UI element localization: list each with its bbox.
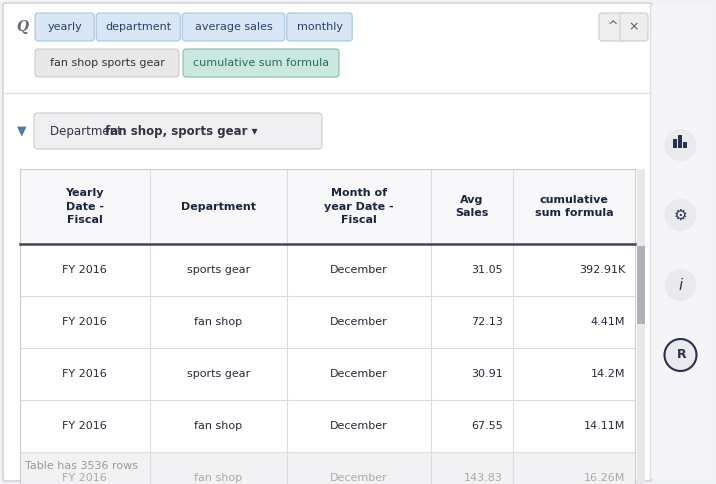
- FancyBboxPatch shape: [34, 113, 322, 149]
- Text: December: December: [330, 473, 388, 483]
- Text: ⚙: ⚙: [674, 208, 687, 223]
- Text: ×: ×: [629, 20, 639, 33]
- Text: Table has 3536 rows: Table has 3536 rows: [25, 461, 138, 471]
- Text: 392.91K: 392.91K: [579, 265, 625, 275]
- Text: Department: Department: [50, 124, 125, 137]
- Circle shape: [664, 129, 697, 161]
- Text: FY 2016: FY 2016: [62, 473, 107, 483]
- Text: December: December: [330, 265, 388, 275]
- Text: fan shop sports gear: fan shop sports gear: [49, 58, 165, 68]
- Text: FY 2016: FY 2016: [62, 265, 107, 275]
- Text: average sales: average sales: [195, 22, 272, 32]
- Text: sports gear: sports gear: [187, 265, 250, 275]
- Text: fan shop: fan shop: [194, 473, 242, 483]
- Bar: [637, 169, 645, 484]
- FancyBboxPatch shape: [287, 13, 352, 41]
- Bar: [672, 139, 677, 148]
- Text: 16.26M: 16.26M: [584, 473, 625, 483]
- Text: 14.2M: 14.2M: [591, 369, 625, 379]
- Text: cumulative sum formula: cumulative sum formula: [193, 58, 329, 68]
- FancyBboxPatch shape: [35, 13, 95, 41]
- Text: ▼: ▼: [17, 124, 26, 137]
- Text: Yearly
Date -
Fiscal: Yearly Date - Fiscal: [66, 188, 104, 225]
- Text: Department: Department: [180, 201, 256, 212]
- Text: i: i: [678, 277, 682, 292]
- Text: FY 2016: FY 2016: [62, 421, 107, 431]
- FancyBboxPatch shape: [3, 3, 652, 481]
- FancyBboxPatch shape: [183, 49, 339, 77]
- FancyBboxPatch shape: [96, 13, 180, 41]
- Circle shape: [664, 269, 697, 301]
- Text: ^: ^: [608, 20, 618, 33]
- Text: cumulative
sum formula: cumulative sum formula: [535, 195, 613, 218]
- Text: fan shop, sports gear ▾: fan shop, sports gear ▾: [105, 124, 258, 137]
- Circle shape: [664, 199, 697, 231]
- Text: FY 2016: FY 2016: [62, 369, 107, 379]
- Text: 31.05: 31.05: [471, 265, 503, 275]
- Text: 30.91: 30.91: [471, 369, 503, 379]
- FancyBboxPatch shape: [182, 13, 285, 41]
- Text: Q: Q: [16, 20, 28, 34]
- FancyBboxPatch shape: [35, 49, 179, 77]
- Bar: [20, 169, 635, 484]
- Bar: [677, 135, 682, 148]
- Text: yearly: yearly: [47, 22, 82, 32]
- Circle shape: [664, 339, 697, 371]
- Text: December: December: [330, 421, 388, 431]
- Bar: [650, 5, 711, 479]
- Text: 4.41M: 4.41M: [591, 317, 625, 327]
- Text: 72.13: 72.13: [471, 317, 503, 327]
- Text: Month of
year Date -
Fiscal: Month of year Date - Fiscal: [324, 188, 394, 225]
- Bar: [637, 246, 645, 324]
- Text: 67.55: 67.55: [471, 421, 503, 431]
- Text: department: department: [105, 22, 171, 32]
- Text: Avg
Sales: Avg Sales: [455, 195, 489, 218]
- Text: monthly: monthly: [296, 22, 342, 32]
- Bar: [20, 169, 635, 244]
- FancyBboxPatch shape: [620, 13, 648, 41]
- Bar: [20, 452, 635, 484]
- Text: fan shop: fan shop: [194, 317, 242, 327]
- Text: FY 2016: FY 2016: [62, 317, 107, 327]
- Text: sports gear: sports gear: [187, 369, 250, 379]
- Bar: [682, 142, 687, 148]
- Text: R: R: [677, 348, 687, 362]
- Text: 14.11M: 14.11M: [584, 421, 625, 431]
- Text: December: December: [330, 317, 388, 327]
- Text: fan shop: fan shop: [194, 421, 242, 431]
- Text: December: December: [330, 369, 388, 379]
- FancyBboxPatch shape: [599, 13, 627, 41]
- Text: 143.83: 143.83: [464, 473, 503, 483]
